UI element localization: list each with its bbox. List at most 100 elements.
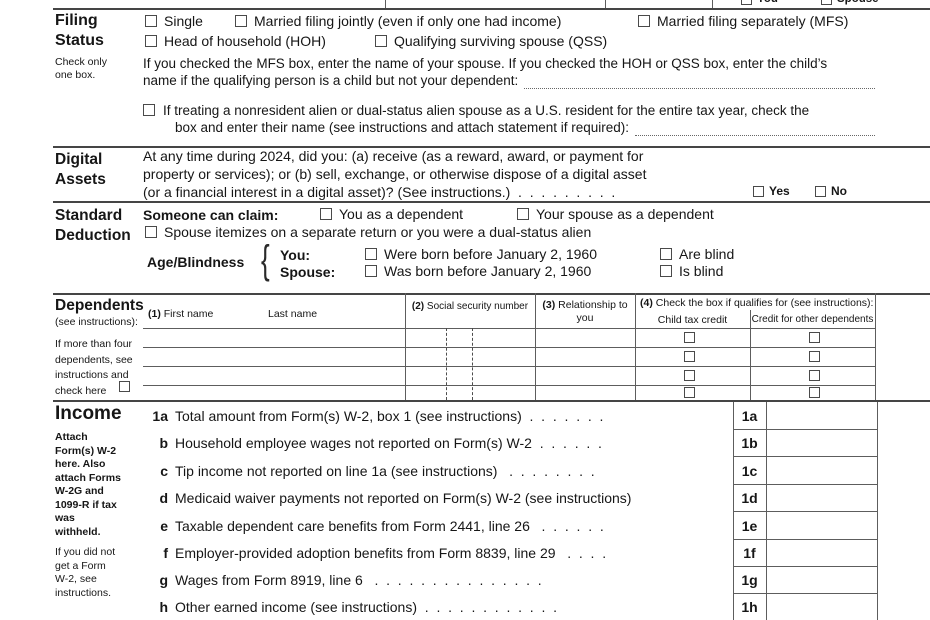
grid-line <box>385 0 386 8</box>
filing-option-mfj[interactable]: Married filing jointly (even if only one… <box>235 13 561 29</box>
attach-w2-note: Attach Form(s) W-2 here. Also attach For… <box>55 431 121 538</box>
dependents-subtitle: (see instructions): <box>55 316 138 328</box>
claim-spouse-checkbox[interactable] <box>517 208 529 220</box>
line-1b-letter: b <box>159 435 168 451</box>
filing-option-mfs[interactable]: Married filing separately (MFS) <box>638 13 848 29</box>
amount-1h-field[interactable] <box>767 595 876 620</box>
you-born-option[interactable]: Were born before January 2, 1960 <box>365 246 597 262</box>
nra-spouse-checkbox[interactable] <box>143 104 155 116</box>
no-label: No <box>831 184 847 198</box>
col3-num: (3) <box>542 299 556 311</box>
spouse-blind-option[interactable]: Is blind <box>660 263 723 279</box>
amount-1g-field[interactable] <box>767 568 876 593</box>
spouse-born-option[interactable]: Was born before January 2, 1960 <box>365 263 591 279</box>
line-1e-number: 1e <box>741 518 758 534</box>
grid-line <box>635 293 636 400</box>
grid-line <box>733 429 877 430</box>
col1-last-label: Last name <box>268 308 318 320</box>
grid-line <box>875 293 876 400</box>
standard-deduction-heading: Standard Deduction <box>55 207 131 244</box>
digital-assets-yes[interactable]: Yes <box>753 184 790 198</box>
amount-1b-field[interactable] <box>767 430 876 455</box>
line-1c-letter: c <box>160 463 168 479</box>
age-spouse-label: Spouse: <box>280 264 336 280</box>
line-1e-text: Taxable dependent care benefits from For… <box>175 518 604 534</box>
col1-first-label: First name <box>163 308 214 320</box>
dep1-odc-checkbox[interactable] <box>809 332 820 343</box>
no-checkbox[interactable] <box>815 185 826 197</box>
grid-line <box>733 511 877 512</box>
line-1h-letter: h <box>159 599 168 615</box>
amount-1c-field[interactable] <box>767 458 876 483</box>
col4b-header: Credit for other dependents <box>751 314 874 325</box>
spouse-child-name-entry-line[interactable] <box>524 75 875 89</box>
claim-you-option[interactable]: You as a dependent <box>320 206 463 222</box>
col2-header: (2) Social security number <box>405 301 535 314</box>
filing-option-single[interactable]: Single <box>145 13 203 29</box>
line-1f-letter: f <box>163 545 168 561</box>
line-1a-text: Total amount from Form(s) W-2, box 1 (se… <box>175 408 604 424</box>
filing-option-hoh[interactable]: Head of household (HOH) <box>145 33 326 49</box>
mfj-checkbox[interactable] <box>235 15 247 27</box>
mfs-label: Married filing separately (MFS) <box>657 13 849 29</box>
dep2-odc-checkbox[interactable] <box>809 351 820 362</box>
col3-header: (3) Relationship to you <box>537 299 633 324</box>
claim-spouse-label: Your spouse as a dependent <box>536 206 714 222</box>
mfs-instruction-line2: name if the qualifying person is a child… <box>143 72 875 89</box>
dep4-odc-checkbox[interactable] <box>809 387 820 398</box>
amount-1d-field[interactable] <box>767 485 876 510</box>
dep1-ctc-checkbox[interactable] <box>684 332 695 343</box>
nra-name-entry-line[interactable] <box>635 122 875 136</box>
grid-line <box>143 328 875 329</box>
dependent-row-3-fields[interactable] <box>143 367 633 384</box>
spouse-checkbox[interactable] <box>821 0 832 5</box>
line-1h-text: Other earned income (see instructions) .… <box>175 599 558 615</box>
spouse-itemizes-checkbox[interactable] <box>145 226 157 238</box>
divider <box>53 146 930 148</box>
mfs-instruction-text: name if the qualifying person is a child… <box>143 73 519 88</box>
mfs-checkbox[interactable] <box>638 15 650 27</box>
digital-assets-no[interactable]: No <box>815 184 847 198</box>
dep3-ctc-checkbox[interactable] <box>684 370 695 381</box>
claim-you-checkbox[interactable] <box>320 208 332 220</box>
spouse-blind-label: Is blind <box>679 263 724 279</box>
claim-spouse-option[interactable]: Your spouse as a dependent <box>517 206 714 222</box>
spouse-itemizes-option[interactable]: Spouse itemizes on a separate return or … <box>145 224 591 240</box>
yes-checkbox[interactable] <box>753 185 764 197</box>
you-blind-checkbox[interactable] <box>660 248 672 260</box>
dependent-row-4-fields[interactable] <box>143 386 633 399</box>
hoh-checkbox[interactable] <box>145 35 157 47</box>
yes-label: Yes <box>769 184 790 198</box>
col2-label: Social security number <box>426 301 529 312</box>
spouse-blind-checkbox[interactable] <box>660 265 672 277</box>
grid-line <box>712 0 713 8</box>
mfs-instruction-line1: If you checked the MFS box, enter the na… <box>143 56 828 71</box>
dep3-odc-checkbox[interactable] <box>809 370 820 381</box>
amount-1f-field[interactable] <box>767 540 876 565</box>
amount-1a-field[interactable] <box>767 403 876 428</box>
you-blind-option[interactable]: Are blind <box>660 246 734 262</box>
filing-option-qss[interactable]: Qualifying surviving spouse (QSS) <box>375 33 607 49</box>
no-w2-note: If you did not get a Form W-2, see instr… <box>55 546 116 599</box>
amount-1e-field[interactable] <box>767 513 876 538</box>
dep4-ctc-checkbox[interactable] <box>684 387 695 398</box>
dependent-row-2-fields[interactable] <box>143 348 633 365</box>
dependents-title: Dependents <box>55 297 144 314</box>
single-checkbox[interactable] <box>145 15 157 27</box>
ssn-dash-separator <box>472 328 473 400</box>
nra-line2-text: box and enter their name (see instructio… <box>175 120 629 135</box>
you-checkbox[interactable] <box>741 0 752 5</box>
digital-assets-question: At any time during 2024, did you: (a) re… <box>143 148 647 200</box>
more-than-four-checkbox[interactable] <box>119 381 130 392</box>
qss-checkbox[interactable] <box>375 35 387 47</box>
you-born-checkbox[interactable] <box>365 248 377 260</box>
dependent-row-1-fields[interactable] <box>143 329 633 346</box>
age-blindness-label: Age/Blindness <box>147 254 245 270</box>
someone-can-claim-label: Someone can claim: <box>143 207 279 223</box>
grid-line <box>750 310 751 400</box>
dep2-ctc-checkbox[interactable] <box>684 351 695 362</box>
col4-label: Check the box if qualifies for (see inst… <box>655 297 874 309</box>
divider <box>53 8 930 10</box>
campaign-you-option: You <box>741 0 778 5</box>
spouse-born-checkbox[interactable] <box>365 265 377 277</box>
